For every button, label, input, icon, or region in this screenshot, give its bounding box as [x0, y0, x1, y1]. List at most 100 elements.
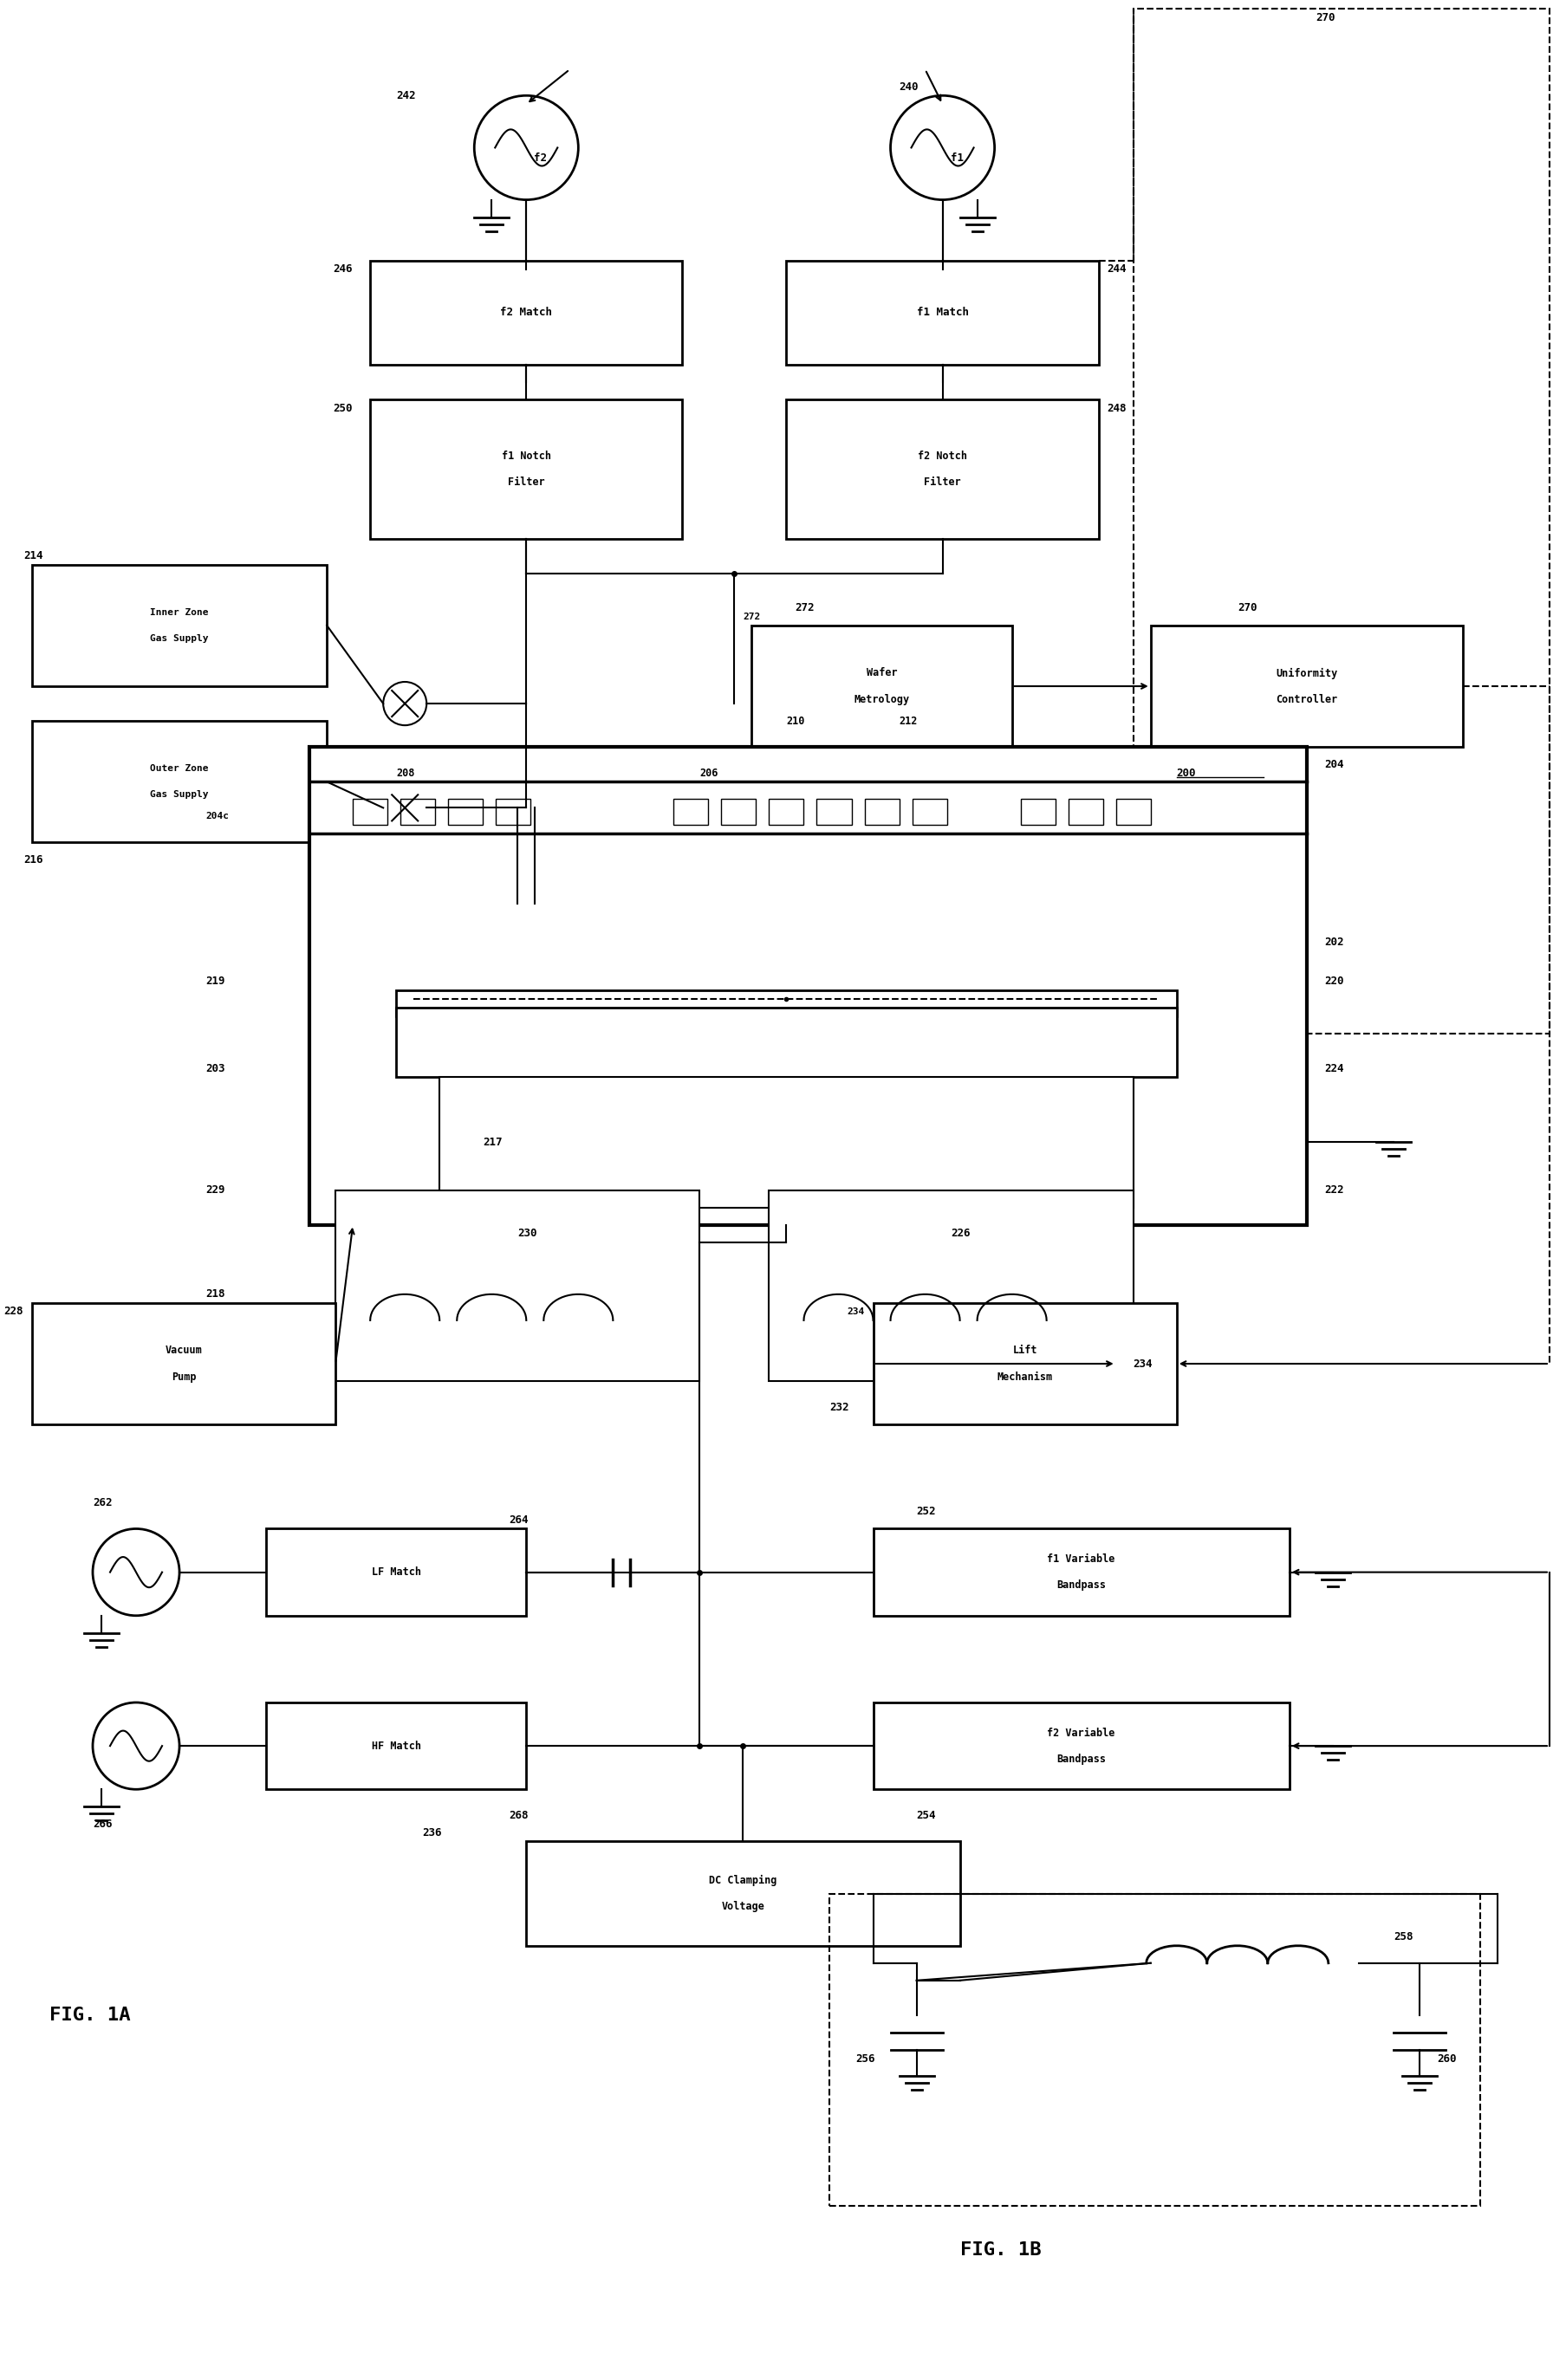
Text: 268: 268	[509, 1809, 528, 1821]
FancyBboxPatch shape	[370, 259, 683, 364]
Text: 229: 229	[205, 1185, 226, 1195]
FancyBboxPatch shape	[496, 800, 531, 826]
Text: 242: 242	[396, 90, 415, 102]
Text: 256: 256	[855, 2054, 875, 2063]
FancyBboxPatch shape	[786, 400, 1098, 538]
Text: 217: 217	[482, 1138, 503, 1147]
Text: 226: 226	[951, 1228, 971, 1240]
FancyBboxPatch shape	[401, 800, 435, 826]
FancyBboxPatch shape	[1068, 800, 1102, 826]
FancyBboxPatch shape	[370, 400, 683, 538]
Text: 203: 203	[205, 1064, 226, 1073]
FancyBboxPatch shape	[352, 800, 387, 826]
FancyBboxPatch shape	[752, 626, 1012, 747]
Text: f2 Notch: f2 Notch	[918, 450, 966, 462]
Text: Bandpass: Bandpass	[1055, 1754, 1106, 1764]
Text: 224: 224	[1323, 1064, 1342, 1073]
Text: 206: 206	[700, 766, 717, 778]
FancyBboxPatch shape	[872, 1702, 1289, 1790]
Text: DC Clamping: DC Clamping	[709, 1875, 777, 1887]
Text: Lift: Lift	[1012, 1345, 1037, 1357]
Text: Gas Supply: Gas Supply	[150, 633, 208, 643]
Text: f2: f2	[534, 152, 547, 164]
Text: 208: 208	[396, 766, 415, 778]
Text: 272: 272	[794, 602, 814, 614]
FancyBboxPatch shape	[396, 990, 1176, 1016]
Text: 272: 272	[742, 612, 760, 621]
Text: 220: 220	[1323, 976, 1342, 988]
Text: 240: 240	[899, 81, 918, 93]
FancyBboxPatch shape	[396, 1007, 1176, 1078]
Text: FIG. 1A: FIG. 1A	[50, 2006, 130, 2023]
Text: HF Match: HF Match	[371, 1740, 421, 1752]
FancyBboxPatch shape	[872, 1528, 1289, 1616]
FancyBboxPatch shape	[1149, 626, 1463, 747]
Text: 202: 202	[1323, 938, 1342, 947]
Text: Controller: Controller	[1275, 693, 1337, 704]
Text: f1 Notch: f1 Notch	[501, 450, 551, 462]
Text: 236: 236	[421, 1828, 442, 1837]
Text: 210: 210	[786, 716, 805, 726]
Text: Vacuum: Vacuum	[164, 1345, 202, 1357]
Text: Mechanism: Mechanism	[996, 1371, 1052, 1383]
Text: f2 Match: f2 Match	[500, 307, 551, 319]
FancyBboxPatch shape	[266, 1702, 526, 1790]
Text: 250: 250	[334, 402, 352, 414]
Text: Inner Zone: Inner Zone	[150, 607, 208, 616]
Text: 228: 228	[3, 1307, 23, 1316]
FancyBboxPatch shape	[526, 1842, 960, 1947]
Text: Bandpass: Bandpass	[1055, 1580, 1106, 1590]
Text: 232: 232	[830, 1402, 849, 1414]
Text: 258: 258	[1392, 1933, 1413, 1942]
Text: 254: 254	[916, 1809, 935, 1821]
FancyBboxPatch shape	[440, 1078, 1132, 1207]
Text: 234: 234	[847, 1307, 864, 1316]
Text: 246: 246	[334, 264, 352, 276]
Text: f1: f1	[951, 152, 963, 164]
Text: 214: 214	[23, 550, 42, 562]
Text: f1 Variable: f1 Variable	[1046, 1554, 1115, 1564]
Text: 260: 260	[1436, 2054, 1455, 2063]
Text: 234: 234	[1132, 1359, 1153, 1368]
Text: Gas Supply: Gas Supply	[150, 790, 208, 800]
FancyBboxPatch shape	[310, 747, 1306, 1226]
Text: 216: 216	[23, 854, 42, 866]
Text: 262: 262	[92, 1497, 113, 1509]
Text: 204: 204	[1323, 759, 1342, 771]
Text: 248: 248	[1107, 402, 1126, 414]
FancyBboxPatch shape	[31, 1302, 335, 1426]
Text: f2 Variable: f2 Variable	[1046, 1728, 1115, 1737]
Text: 244: 244	[1107, 264, 1126, 276]
Text: Uniformity: Uniformity	[1275, 666, 1337, 678]
Text: Filter: Filter	[924, 476, 960, 488]
Text: 218: 218	[205, 1288, 226, 1299]
Text: FIG. 1B: FIG. 1B	[960, 2242, 1040, 2259]
Text: 204c: 204c	[205, 812, 229, 821]
FancyBboxPatch shape	[673, 800, 708, 826]
FancyBboxPatch shape	[816, 800, 850, 826]
Text: Pump: Pump	[171, 1371, 196, 1383]
Text: 264: 264	[509, 1514, 528, 1526]
FancyBboxPatch shape	[1115, 800, 1149, 826]
FancyBboxPatch shape	[31, 564, 327, 685]
FancyBboxPatch shape	[786, 259, 1098, 364]
FancyBboxPatch shape	[31, 721, 327, 843]
Text: Outer Zone: Outer Zone	[150, 764, 208, 774]
Text: 270: 270	[1237, 602, 1256, 614]
FancyBboxPatch shape	[769, 1190, 1132, 1380]
Text: LF Match: LF Match	[371, 1566, 421, 1578]
Text: Metrology: Metrology	[853, 693, 910, 704]
FancyBboxPatch shape	[864, 800, 899, 826]
Text: 212: 212	[899, 716, 918, 726]
Text: Voltage: Voltage	[720, 1902, 764, 1911]
FancyBboxPatch shape	[266, 1528, 526, 1616]
Text: Filter: Filter	[507, 476, 545, 488]
Text: 230: 230	[517, 1228, 537, 1240]
Text: 200: 200	[1176, 766, 1195, 778]
FancyBboxPatch shape	[769, 800, 803, 826]
FancyBboxPatch shape	[335, 1190, 700, 1380]
Text: Wafer: Wafer	[866, 666, 897, 678]
FancyBboxPatch shape	[448, 800, 482, 826]
Text: 270: 270	[1315, 12, 1334, 24]
FancyBboxPatch shape	[720, 800, 756, 826]
